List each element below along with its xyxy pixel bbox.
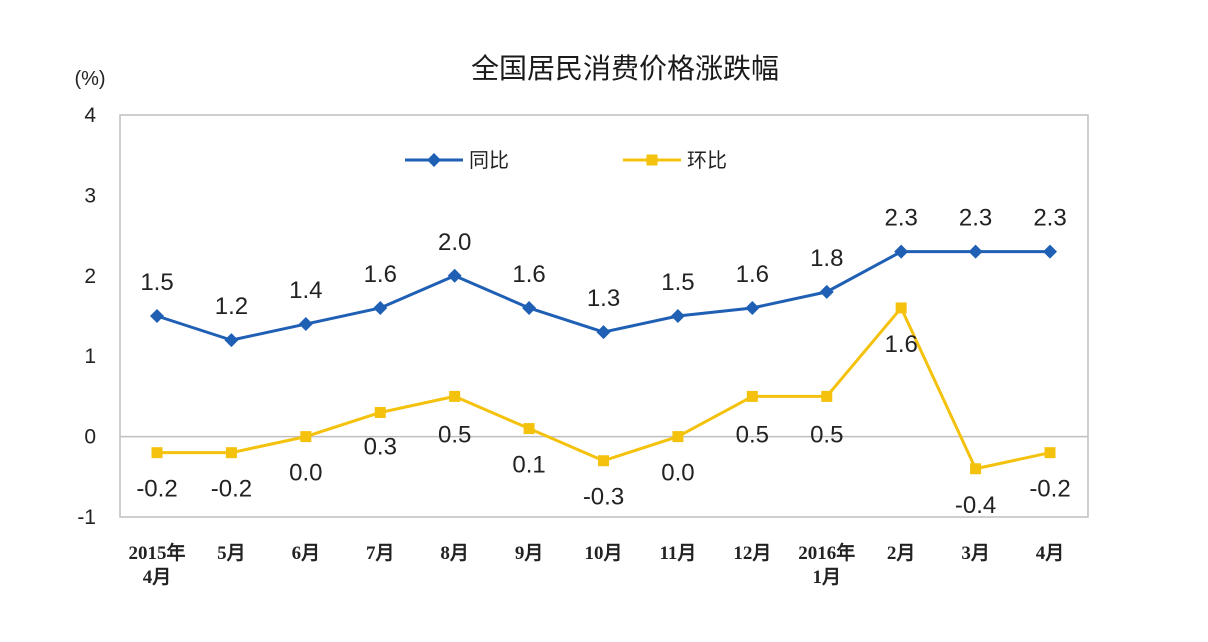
data-point [596,325,611,340]
x-tick-label: 9月 [515,543,544,564]
plot-area [119,114,1089,518]
data-label: -0.4 [955,492,996,519]
x-tick-label: 7月 [366,543,395,564]
y-tick-label: 1 [84,345,96,368]
y-tick-label: 0 [84,426,96,449]
data-point [523,423,535,435]
data-point [225,447,237,459]
x-tick-label: 2015年 [128,541,185,564]
data-point [968,244,983,259]
data-point [1044,447,1056,459]
data-point [151,447,163,459]
y-tick-label: 2 [84,265,96,288]
data-point [745,300,760,315]
data-label: 0.5 [810,421,843,448]
data-label: 1.2 [215,293,248,320]
x-tick-label: 5月 [217,543,246,564]
data-label: 0.3 [364,433,397,460]
data-point [447,268,462,283]
data-point [150,309,164,323]
data-label: 1.3 [587,285,620,312]
data-point [894,244,909,259]
x-tick-label: 2月 [887,543,916,564]
data-label: 1.6 [512,261,545,288]
data-point [300,431,312,443]
data-label: 2.3 [959,205,992,232]
data-point [1043,244,1057,259]
data-point [373,300,388,315]
x-tick-label: 12月 [733,543,771,564]
x-tick-label: 1月 [812,567,841,588]
data-point [746,390,758,402]
legend-label: 环比 [687,148,727,172]
data-label: 1.6 [736,261,769,288]
data-label: 2.3 [1033,205,1066,232]
x-tick-label: 6月 [292,543,321,564]
x-axis-ticks: 2015年 4月 5月 6月 7月 8月 9月 10月 11月 12月 2016年 1月 2月 3月 4月 [128,541,1064,588]
data-label: -0.2 [211,476,252,503]
data-label: -0.3 [583,484,624,511]
data-point [298,317,313,332]
legend: 同比 环比 [405,148,727,172]
data-label: 0.5 [736,421,769,448]
data-point [449,390,461,402]
data-label: 1.5 [661,269,694,296]
legend-marker [646,154,658,166]
data-point [374,406,386,418]
x-tick-label: 11月 [659,543,696,564]
data-label: 2.3 [884,205,917,232]
data-label: 1.4 [289,277,322,304]
x-tick-label: 4月 [1036,543,1065,564]
y-tick-label: 4 [84,104,96,127]
legend-marker [427,153,441,167]
data-point [895,302,907,314]
data-point [598,455,609,467]
data-point [672,431,684,443]
y-tick-label: -1 [77,506,96,529]
data-label: 1.6 [364,261,397,288]
x-tick-label: 10月 [584,543,622,564]
data-point [821,390,833,402]
data-label: 0.5 [438,421,471,448]
data-point [670,309,685,323]
x-tick-label: 4月 [143,567,172,588]
data-label: 0.0 [289,460,322,487]
data-label: 0.1 [512,452,545,479]
x-tick-label: 3月 [961,543,990,564]
data-point [522,300,537,315]
data-point [224,333,239,348]
data-label: 1.5 [140,269,173,296]
chart-title: 全国居民消费价格涨跌幅 [471,52,779,85]
x-tick-label: 2016年 [798,541,855,564]
data-point [819,284,834,299]
data-label: 2.0 [438,229,471,256]
legend-label: 同比 [469,148,509,172]
data-label: 1.8 [810,245,843,272]
data-label: 0.0 [661,460,694,487]
data-label: -0.2 [1029,476,1070,503]
data-label: -0.2 [136,476,177,503]
x-tick-label: 8月 [440,543,469,564]
y-axis-ticks: 4 3 2 1 0 -1 [77,104,96,529]
data-point [970,463,982,475]
series-layer: 1.5 1.2 1.4 1.6 2.0 1.6 1.3 1.5 1.6 1.8 2.3 2.3 2.3 -… [120,205,1088,519]
data-label: 1.6 [884,331,917,358]
y-tick-label: 3 [84,184,96,207]
y-axis-unit-label: (%) [74,68,105,90]
